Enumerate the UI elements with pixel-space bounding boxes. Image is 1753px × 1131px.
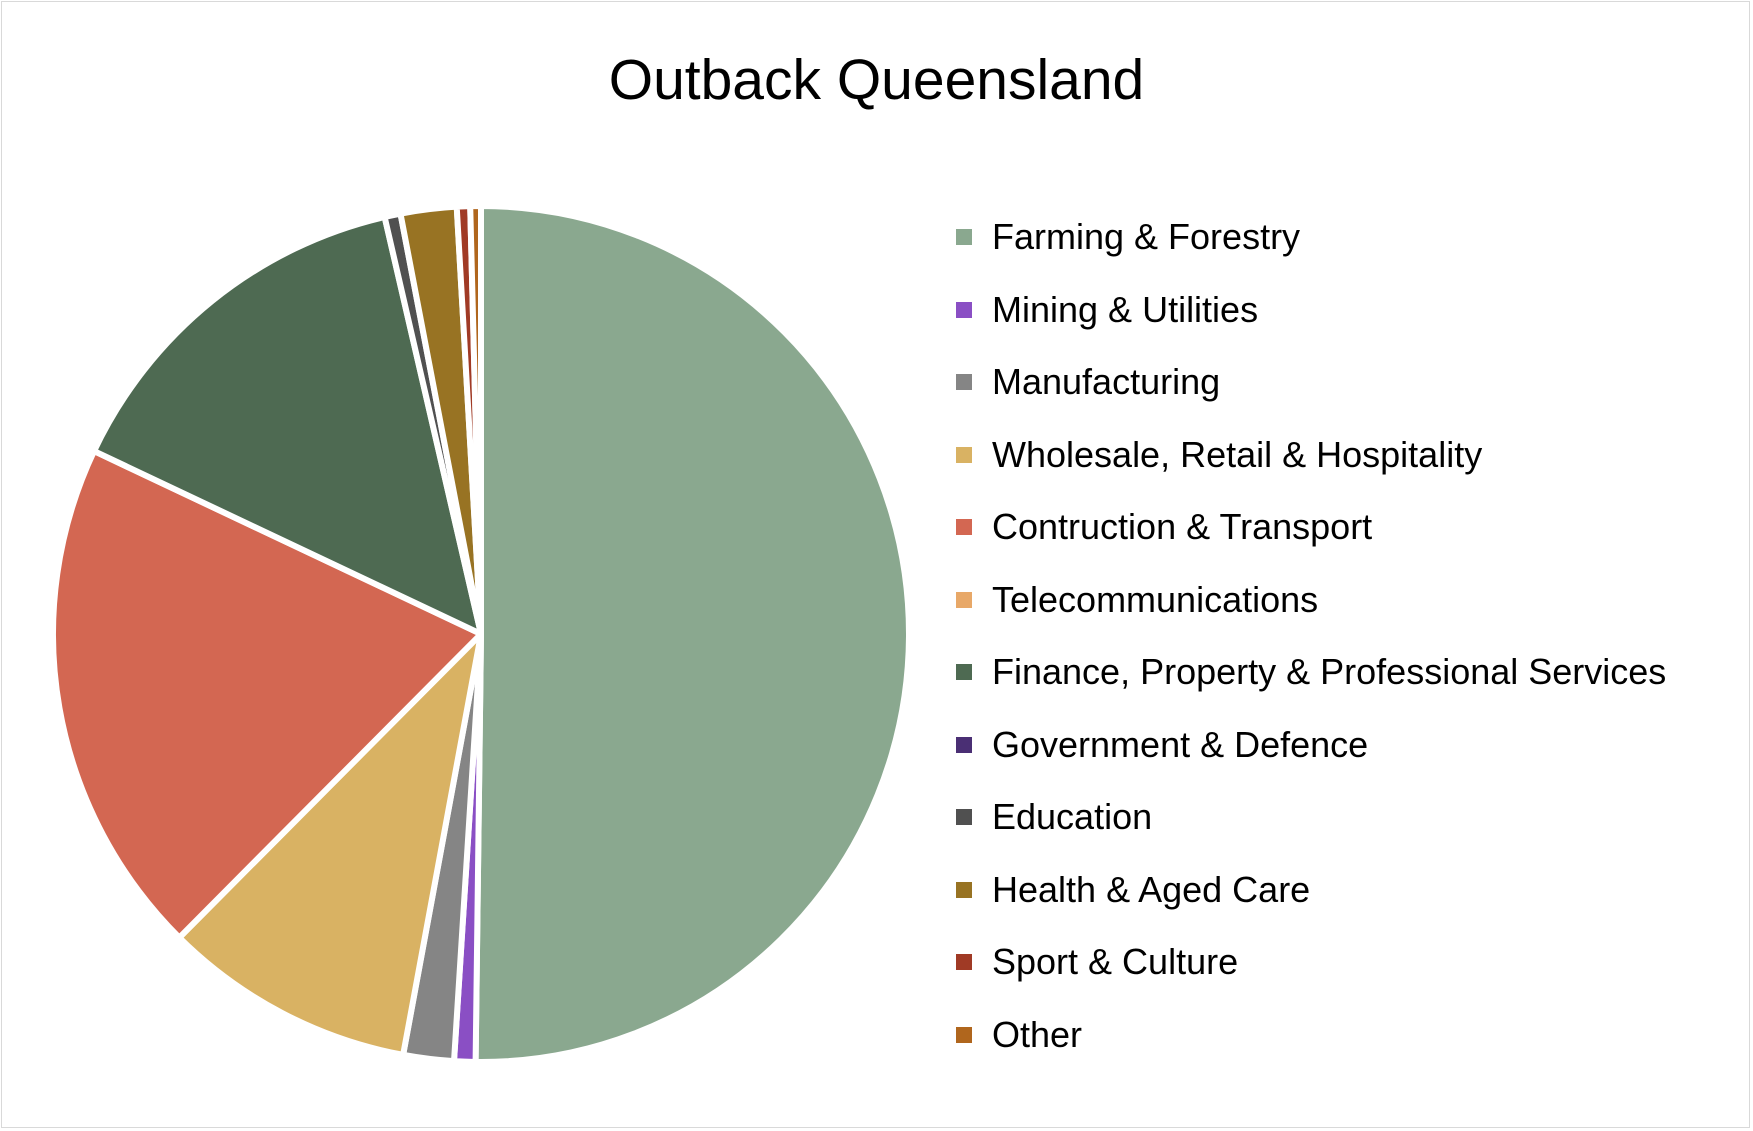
legend-item-wholesale-retail-and-hospitality: Wholesale, Retail & Hospitality <box>956 430 1482 480</box>
legend-item-government-and-defence: Government & Defence <box>956 720 1368 770</box>
legend-swatch <box>956 736 972 753</box>
legend-label: Telecommunications <box>992 578 1319 620</box>
legend-item-education: Education <box>956 792 1152 842</box>
legend-label: Contruction & Transport <box>992 506 1373 547</box>
legend-label: Health & Aged Care <box>992 868 1311 910</box>
legend-item-finance-property-and-professional-services: Finance, Property & Professional Service… <box>956 647 1666 697</box>
pie-slice-wholesale-retail-and-hospitality <box>176 631 484 1058</box>
legend-swatch <box>956 374 972 390</box>
legend-label: Other <box>992 1013 1083 1055</box>
legend-item-sport-and-culture: Sport & Culture <box>956 937 1238 987</box>
legend-swatch <box>956 446 972 463</box>
pie-slice-other <box>467 202 484 637</box>
pie-slice-finance-property-and-professional-services <box>91 213 484 637</box>
legend-swatch <box>956 881 972 898</box>
legend-swatch <box>956 809 972 825</box>
legend-item-health-and-aged-care: Health & Aged Care <box>956 865 1310 915</box>
legend-swatch <box>956 1026 972 1043</box>
pie-slice-contruction-and-transport <box>50 448 484 941</box>
legend-item-manufacturing: Manufacturing <box>956 357 1220 407</box>
legend-swatch <box>956 954 972 970</box>
legend-label: Finance, Property & Professional Service… <box>992 651 1667 692</box>
legend-item-mining-and-utilities: Mining & Utilities <box>956 285 1258 335</box>
pie-slice-farming-and-forestry <box>472 203 912 1065</box>
legend-label: Sport & Culture <box>992 941 1239 982</box>
legend-swatch <box>956 664 972 680</box>
chart-title: Outback Queensland <box>608 48 1145 112</box>
legend-label: Farming & Forestry <box>992 216 1301 257</box>
legend-item-contruction-and-transport: Contruction & Transport <box>956 502 1372 552</box>
legend-swatch <box>956 519 972 535</box>
legend-item-other: Other <box>956 1010 1082 1060</box>
legend-label: Wholesale, Retail & Hospitality <box>992 433 1483 475</box>
legend-label: Education <box>992 796 1153 837</box>
legend-label: Government & Defence <box>992 723 1369 765</box>
legend-swatch <box>956 301 972 318</box>
legend-label: Manufacturing <box>992 361 1221 402</box>
legend-swatch <box>956 591 972 608</box>
legend-swatch <box>956 229 972 245</box>
legend-item-farming-and-forestry: Farming & Forestry <box>956 212 1300 262</box>
legend-item-telecommunications: Telecommunications <box>956 575 1318 625</box>
legend-label: Mining & Utilities <box>992 288 1259 330</box>
